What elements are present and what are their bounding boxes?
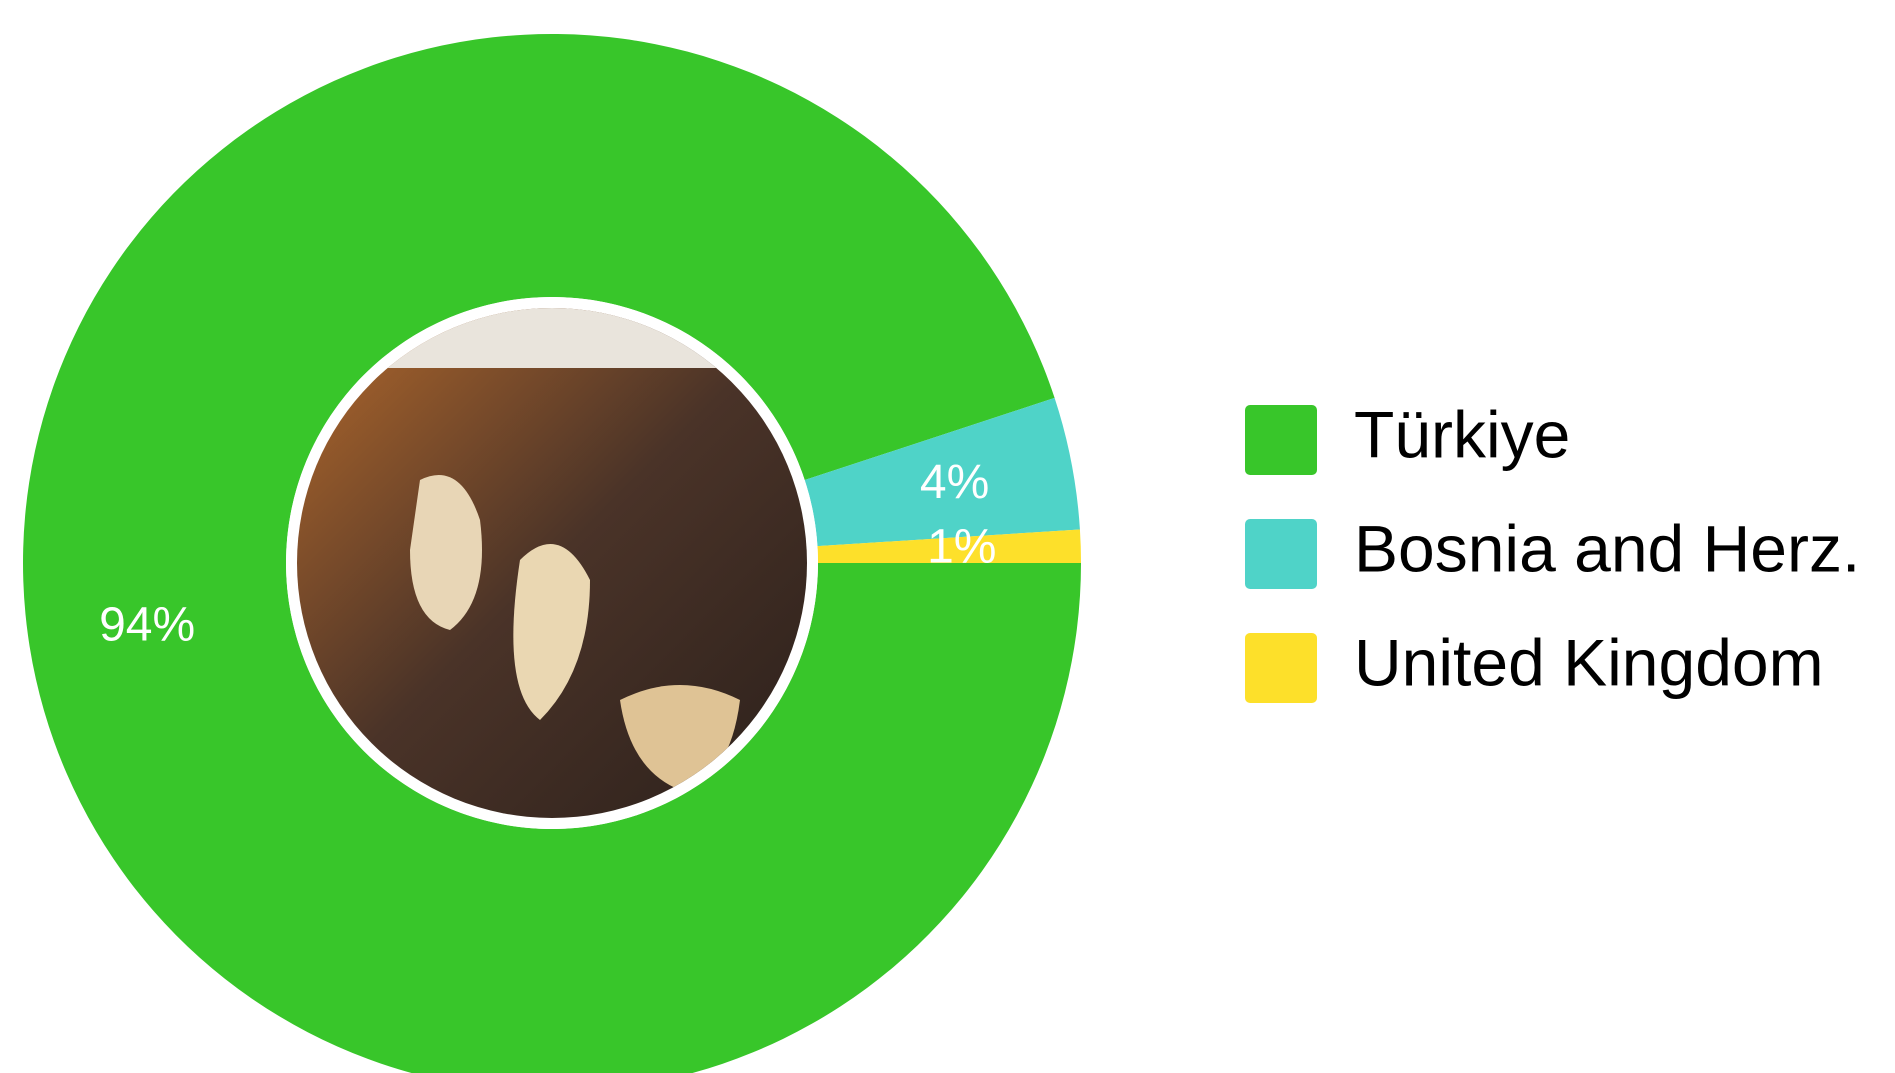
donut-slice bbox=[804, 397, 1080, 547]
legend-swatch bbox=[1245, 405, 1317, 475]
legend-label: Bosnia and Herz. bbox=[1354, 511, 1860, 585]
legend-label: Türkiye bbox=[1354, 397, 1570, 471]
data-label: 94% bbox=[99, 598, 195, 651]
donut-slice bbox=[23, 34, 1081, 1073]
legend-swatch bbox=[1245, 519, 1317, 589]
legend-swatch bbox=[1245, 633, 1317, 703]
data-label: 4% bbox=[920, 456, 989, 509]
center-photo bbox=[297, 308, 807, 818]
data-label: 1% bbox=[927, 521, 996, 574]
legend: Türkiye Bosnia and Herz. United Kingdom bbox=[1245, 397, 1860, 703]
legend-label: United Kingdom bbox=[1354, 625, 1824, 699]
donut-slice bbox=[817, 529, 1081, 563]
